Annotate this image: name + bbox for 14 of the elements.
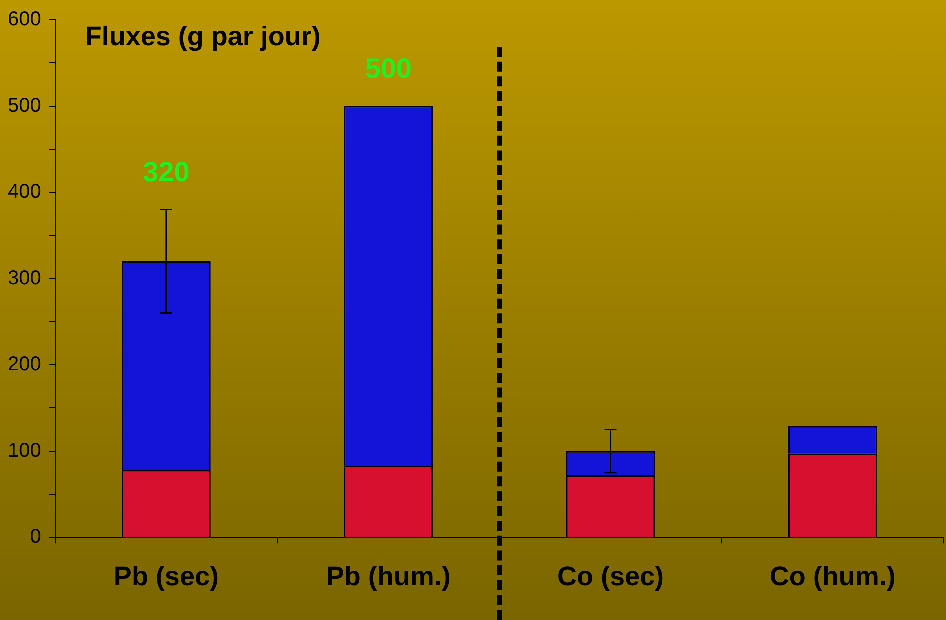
x-tick-label: Pb (sec) bbox=[114, 561, 219, 592]
y-tick-label: 200 bbox=[8, 354, 42, 376]
x-tick-label: Co (sec) bbox=[558, 561, 664, 592]
y-tick-label: 0 bbox=[30, 526, 42, 548]
total-label: 320 bbox=[143, 156, 190, 188]
x-tick-label: Co (hum.) bbox=[770, 561, 896, 592]
chart-title: Fluxes (g par jour) bbox=[85, 21, 321, 52]
y-tick-label: 400 bbox=[8, 181, 42, 204]
y-tick-label: 600 bbox=[8, 8, 42, 31]
x-tick-label: Pb (hum.) bbox=[326, 561, 451, 592]
y-tick-label: 100 bbox=[8, 440, 42, 462]
total-label: 500 bbox=[365, 52, 412, 84]
y-tick-label: 500 bbox=[8, 94, 42, 117]
y-tick-label: 300 bbox=[8, 267, 42, 290]
